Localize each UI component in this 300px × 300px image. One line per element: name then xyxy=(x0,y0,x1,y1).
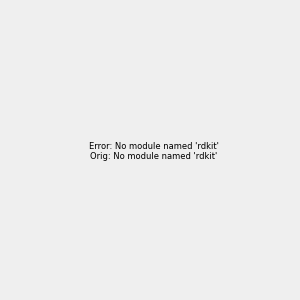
Text: Error: No module named 'rdkit'
Orig: No module named 'rdkit': Error: No module named 'rdkit' Orig: No … xyxy=(89,142,219,161)
